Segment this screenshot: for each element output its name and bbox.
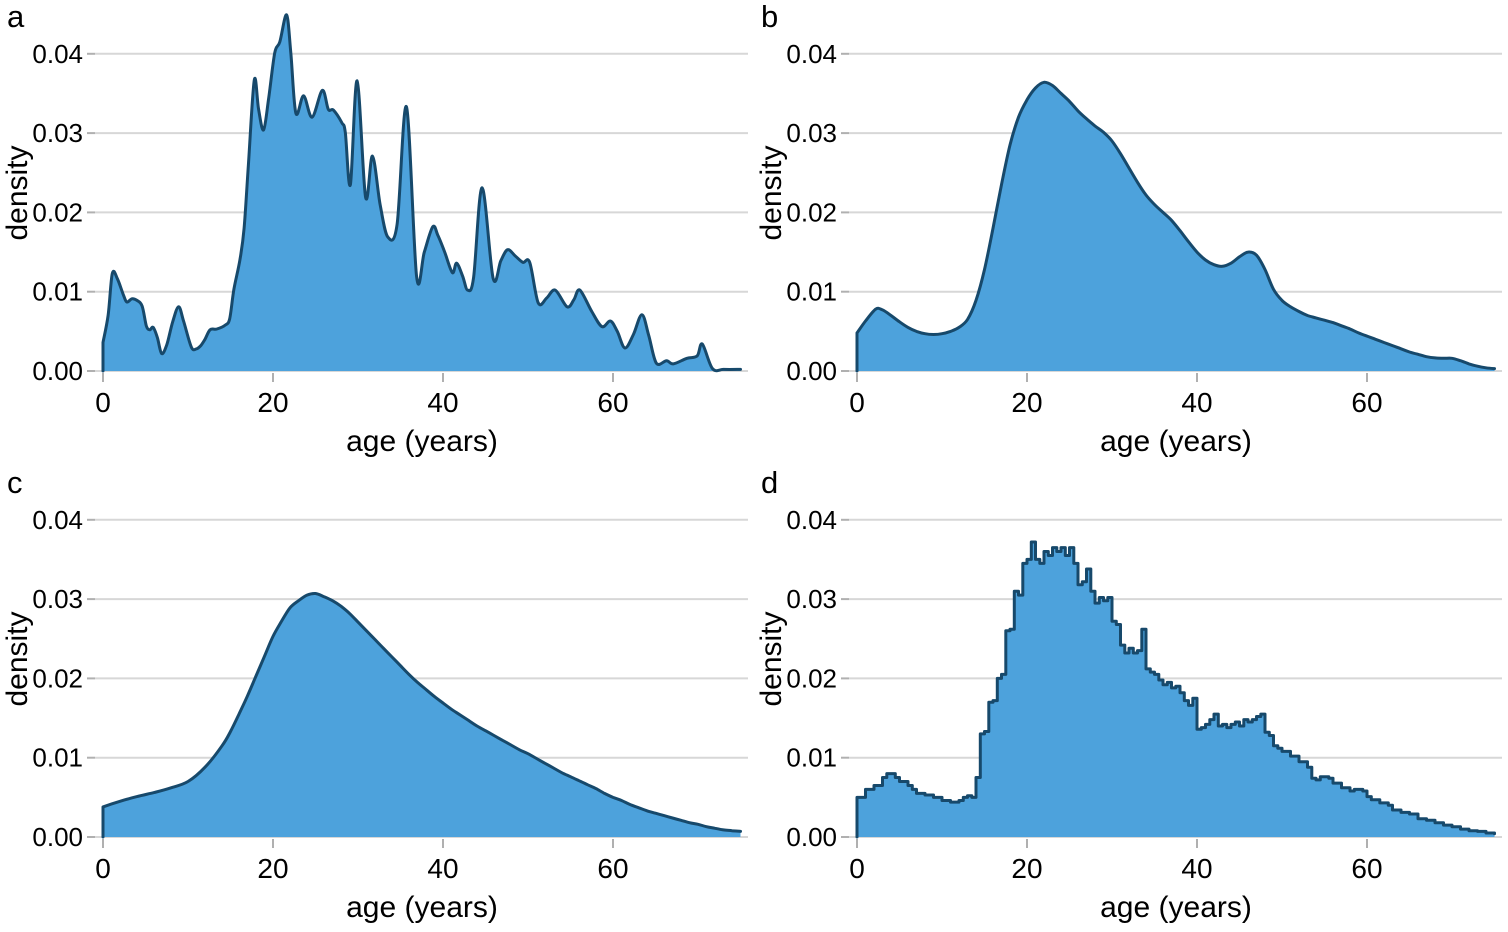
density-plot-a: 0.00 0.01 0.02 0.03 0.04 0 20 40 60 age (years) de… xyxy=(1,13,748,458)
y-tick-label: 0.00 xyxy=(32,822,83,852)
y-axis-title: density xyxy=(755,145,788,240)
x-tick-label: 0 xyxy=(95,387,111,418)
density-area xyxy=(857,542,1495,837)
y-tick-label: 0.01 xyxy=(32,743,83,773)
x-tick-label: 40 xyxy=(1181,853,1212,884)
density-curve xyxy=(855,540,1496,839)
density-curve xyxy=(101,591,742,839)
x-axis-title: age (years) xyxy=(1100,425,1252,458)
x-axis-title: age (years) xyxy=(346,425,498,458)
x-tick-label: 20 xyxy=(257,387,288,418)
x-tick-label: 60 xyxy=(1351,853,1382,884)
x-tick-label: 0 xyxy=(95,853,111,884)
x-tick-label: 60 xyxy=(597,853,628,884)
x-tick-label: 40 xyxy=(427,387,458,418)
x-axis-title: age (years) xyxy=(1100,891,1252,924)
y-tick-label: 0.03 xyxy=(32,118,83,148)
y-tick-label: 0.04 xyxy=(32,39,83,69)
y-tick-label: 0.02 xyxy=(786,197,837,227)
y-axis-title: density xyxy=(1,145,34,240)
y-tick-label: 0.04 xyxy=(786,505,837,535)
density-curve xyxy=(101,13,742,373)
y-tick-label: 0.03 xyxy=(32,584,83,614)
density-plot-d: 0.00 0.01 0.02 0.03 0.04 0 20 40 60 age (years) de… xyxy=(755,505,1502,924)
y-axis-title: density xyxy=(1,611,34,706)
x-tick-label: 0 xyxy=(849,853,865,884)
y-tick-label: 0.02 xyxy=(786,663,837,693)
x-tick-label: 20 xyxy=(1011,853,1042,884)
x-tick-label: 60 xyxy=(1351,387,1382,418)
density-area xyxy=(103,14,741,372)
y-tick-label: 0.02 xyxy=(32,663,83,693)
y-tick-label: 0.03 xyxy=(786,584,837,614)
density-plot-c: 0.00 0.01 0.02 0.03 0.04 0 20 40 60 age (years) de… xyxy=(1,505,748,924)
y-tick-label: 0.03 xyxy=(786,118,837,148)
panel-d: d 0.00 0.01 0.02 0.03 0.04 0 20 40 60 age (years)… xyxy=(754,465,1508,932)
panel-a: a 0.00 0.01 0.02 0.03 0.04 0 20 40 60 age (years)… xyxy=(0,0,754,466)
panel-label-d: d xyxy=(761,465,779,500)
y-tick-label: 0.01 xyxy=(32,277,83,307)
x-tick-label: 40 xyxy=(1181,387,1212,418)
panel-label-a: a xyxy=(7,0,25,34)
density-curve xyxy=(855,80,1496,373)
y-axis-title: density xyxy=(755,611,788,706)
panel-b: b 0.00 0.01 0.02 0.03 0.04 0 20 40 60 age (years)… xyxy=(754,0,1508,466)
density-plot-b: 0.00 0.01 0.02 0.03 0.04 0 20 40 60 age (years) de… xyxy=(755,39,1502,458)
y-tick-label: 0.00 xyxy=(786,356,837,386)
y-tick-label: 0.02 xyxy=(32,197,83,227)
density-area xyxy=(103,593,741,837)
y-tick-label: 0.04 xyxy=(786,39,837,69)
x-tick-label: 40 xyxy=(427,853,458,884)
y-tick-label: 0.01 xyxy=(786,743,837,773)
y-tick-label: 0.01 xyxy=(786,277,837,307)
x-tick-label: 0 xyxy=(849,387,865,418)
x-tick-label: 60 xyxy=(597,387,628,418)
panel-label-c: c xyxy=(7,465,23,500)
y-tick-label: 0.00 xyxy=(786,822,837,852)
x-tick-label: 20 xyxy=(1011,387,1042,418)
y-tick-label: 0.00 xyxy=(32,356,83,386)
panel-label-b: b xyxy=(761,0,779,34)
panel-c: c 0.00 0.01 0.02 0.03 0.04 0 20 40 60 age (years)… xyxy=(0,465,754,932)
x-tick-label: 20 xyxy=(257,853,288,884)
x-axis-title: age (years) xyxy=(346,891,498,924)
y-tick-label: 0.04 xyxy=(32,505,83,535)
